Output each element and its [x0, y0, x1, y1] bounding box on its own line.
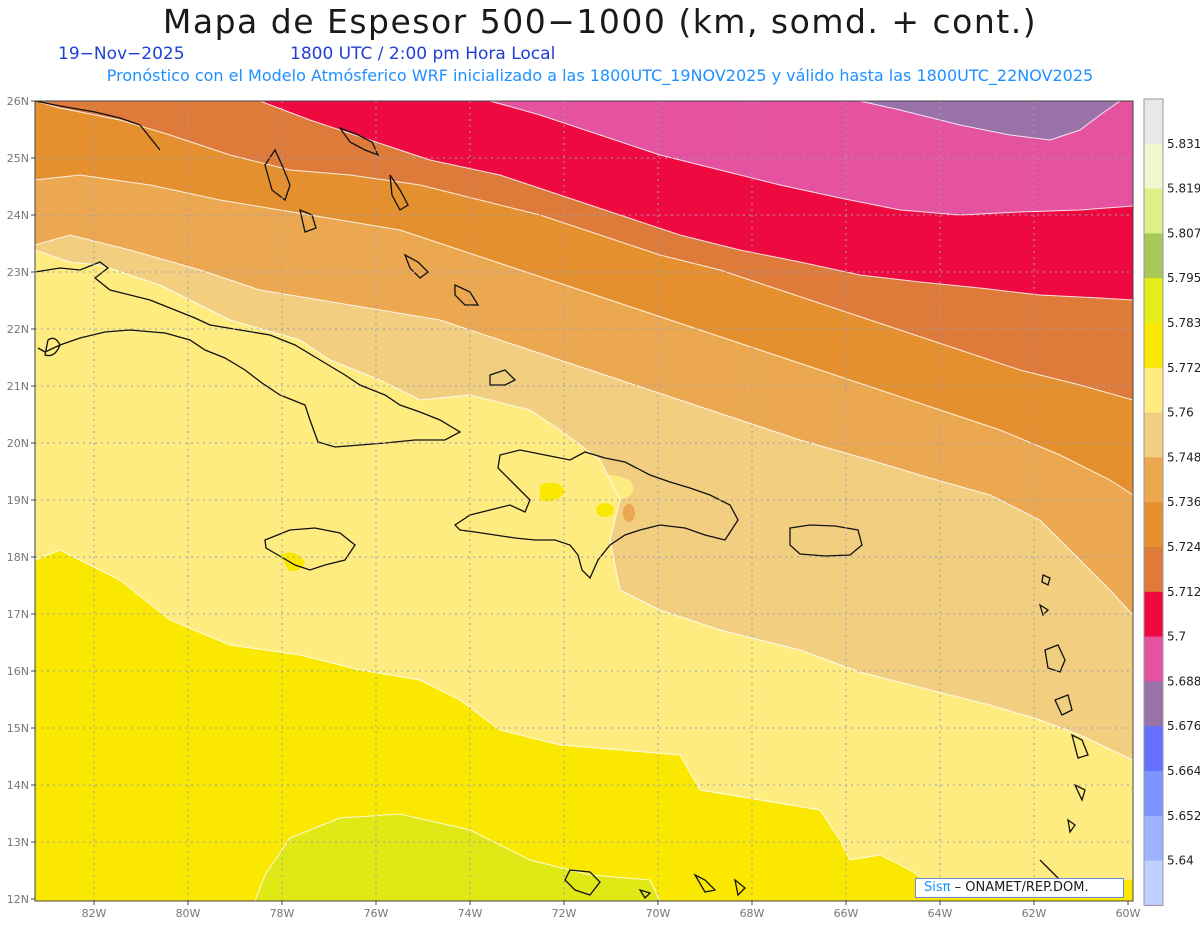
colorbar-label: 5.819 — [1167, 182, 1200, 196]
colorbar-swatch — [1144, 278, 1163, 324]
lon-label: 60W — [1116, 907, 1141, 920]
lat-label: 22N — [7, 323, 29, 336]
lat-label: 12N — [7, 893, 29, 906]
credit-text: – ONAMET/REP.DOM. — [954, 880, 1089, 895]
colorbar-label: 5.712 — [1167, 585, 1200, 599]
lat-label: 14N — [7, 779, 29, 792]
colorbar-label: 5.76 — [1167, 406, 1194, 420]
longitude-labels: 82W 80W 78W 76W 74W 72W 70W 68W 66W 64W 62W 60W — [82, 901, 1141, 920]
colorbar-swatch — [1144, 636, 1163, 682]
colorbar-swatch — [1144, 188, 1163, 234]
blob-cuba — [350, 423, 410, 440]
blob-hispaniola — [540, 482, 565, 502]
band-5676 — [860, 101, 1120, 140]
lat-label: 16N — [7, 665, 29, 678]
lon-label: 72W — [552, 907, 577, 920]
colorbar-label: 5.64 — [1167, 854, 1194, 868]
colorbar-label: 5.831 — [1167, 137, 1200, 151]
credit-box: Sisπ – ONAMET/REP.DOM. — [915, 878, 1124, 898]
contour-lines — [35, 101, 1133, 901]
lat-label: 25N — [7, 152, 29, 165]
colorbar-label: 5.676 — [1167, 719, 1200, 733]
colorbar-label: 5.772 — [1167, 361, 1200, 375]
colorbar-frame — [1143, 98, 1164, 906]
lat-label: 26N — [7, 95, 29, 108]
colorbar-swatch — [1144, 502, 1163, 548]
lon-label: 64W — [928, 907, 953, 920]
lat-label: 20N — [7, 437, 29, 450]
lat-label: 18N — [7, 551, 29, 564]
colorbar-label: 5.783 — [1167, 316, 1200, 330]
lon-label: 70W — [646, 907, 671, 920]
lon-label: 76W — [364, 907, 389, 920]
forecast-date: 19−Nov−2025 — [58, 44, 185, 64]
forecast-subtitle: Pronóstico con el Modelo Atmósferico WRF… — [106, 66, 1094, 85]
colorbar-label: 5.688 — [1167, 674, 1200, 688]
grid-lines — [35, 101, 1133, 901]
colorbar-swatch — [1144, 726, 1163, 772]
colorbar-label: 5.664 — [1167, 764, 1200, 778]
band-5783 — [255, 814, 660, 901]
lon-label: 82W — [82, 907, 107, 920]
colorbar: 5.831 5.819 5.807 5.795 5.783 5.772 5.76 5.748 5… — [1143, 98, 1200, 906]
colorbar-label: 5.736 — [1167, 495, 1200, 509]
coastlines — [35, 101, 1089, 900]
colorbar-swatch — [1144, 412, 1163, 458]
lon-label: 68W — [740, 907, 765, 920]
colorbar-swatch — [1144, 681, 1163, 727]
lon-label: 66W — [834, 907, 859, 920]
lat-label: 19N — [7, 494, 29, 507]
lat-label: 21N — [7, 380, 29, 393]
sispi-logo: Sisπ — [924, 880, 951, 895]
lon-label: 74W — [458, 907, 483, 920]
thickness-contours — [35, 101, 1133, 901]
colorbar-swatch — [1144, 457, 1163, 503]
map-frame — [34, 100, 1134, 902]
colorbar-swatch — [1144, 367, 1163, 414]
lon-label: 80W — [176, 907, 201, 920]
colorbar-label: 5.807 — [1167, 226, 1200, 240]
colorbar-swatch — [1144, 547, 1163, 593]
colorbar-swatch — [1144, 143, 1163, 190]
lon-label: 78W — [270, 907, 295, 920]
colorbar-label: 5.724 — [1167, 540, 1200, 554]
blob-light — [590, 474, 634, 500]
blob-orange — [623, 504, 635, 522]
latitude-labels: 26N 25N 24N 23N 22N 21N 20N 19N 18N 17N 16N 15N 14N 1… — [7, 95, 35, 906]
colorbar-swatch — [1144, 860, 1163, 906]
colorbar-swatch — [1144, 591, 1163, 638]
colorbar-label: 5.7 — [1167, 630, 1186, 644]
lat-label: 17N — [7, 608, 29, 621]
colorbar-swatch — [1144, 815, 1163, 862]
lat-label: 23N — [7, 266, 29, 279]
lat-label: 24N — [7, 209, 29, 222]
forecast-time: 1800 UTC / 2:00 pm Hora Local — [290, 44, 556, 64]
colorbar-label: 5.652 — [1167, 809, 1200, 823]
colorbar-label: 5.795 — [1167, 271, 1200, 285]
colorbar-label: 5.748 — [1167, 450, 1200, 464]
blob-yellow — [596, 503, 614, 517]
colorbar-swatch — [1144, 771, 1163, 817]
lat-label: 13N — [7, 836, 29, 849]
colorbar-swatch — [1144, 99, 1163, 145]
lon-label: 62W — [1022, 907, 1047, 920]
band-5688 — [490, 101, 1133, 215]
colorbar-swatch — [1144, 323, 1163, 369]
map-title: Mapa de Espesor 500−1000 (km, somd. + co… — [162, 2, 1038, 41]
lat-label: 15N — [7, 722, 29, 735]
colorbar-swatch — [1144, 233, 1163, 279]
